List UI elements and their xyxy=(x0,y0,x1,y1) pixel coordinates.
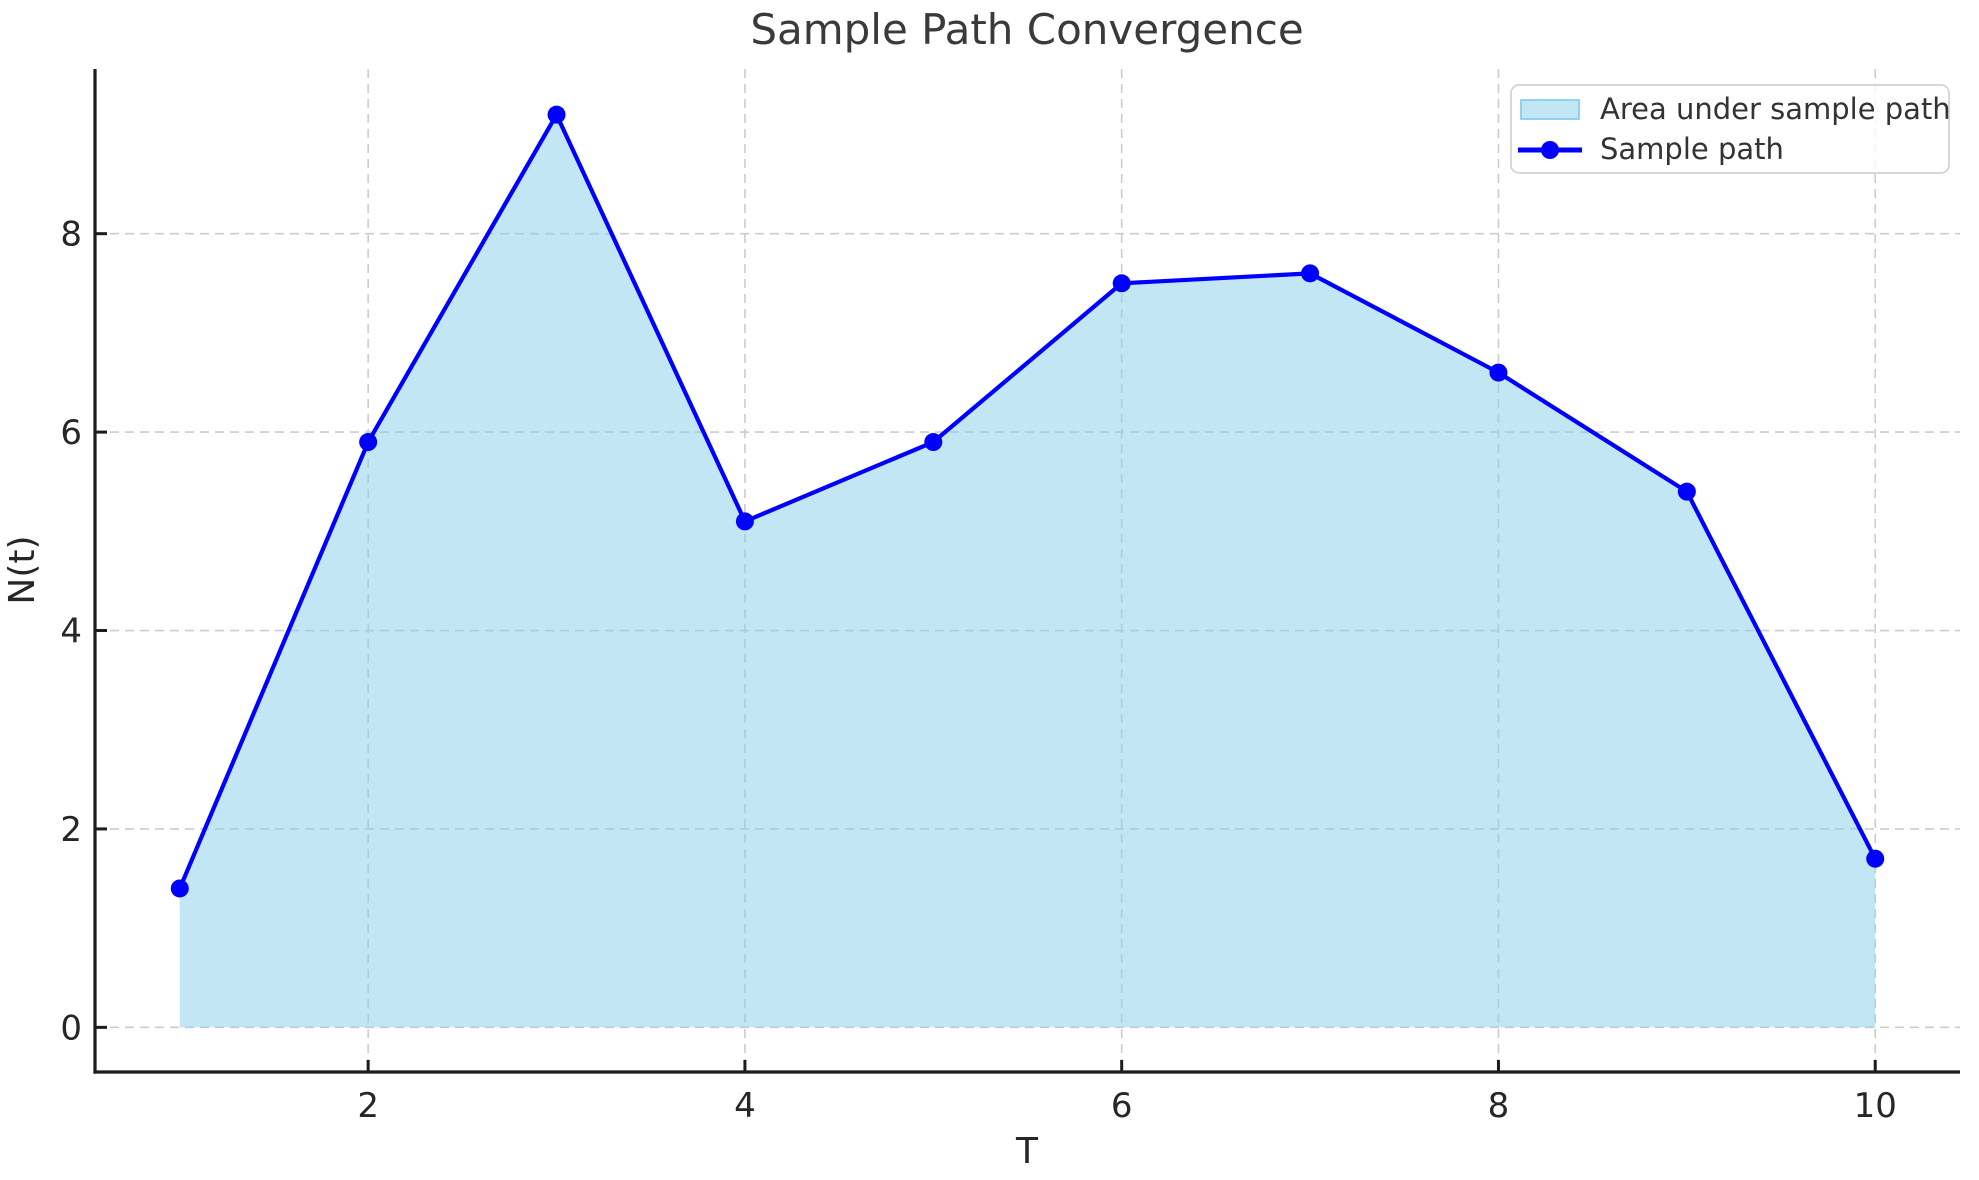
x-tick-label: 8 xyxy=(1488,1086,1510,1126)
data-point-marker xyxy=(1866,849,1885,868)
y-tick-label: 4 xyxy=(60,612,82,652)
legend-frame xyxy=(1510,84,1950,174)
y-axis-label: N(t) xyxy=(2,535,43,604)
legend-area-swatch-icon xyxy=(1520,99,1580,120)
x-tick-label: 2 xyxy=(357,1086,379,1126)
data-point-marker xyxy=(1301,264,1320,283)
x-tick-label: 10 xyxy=(1854,1086,1897,1126)
x-tick-label: 6 xyxy=(1111,1086,1133,1126)
tick-labels: 2 4 6 8 10 0 2 4 6 8 xyxy=(60,215,1897,1126)
tick-marks xyxy=(95,232,1877,1072)
area-fill-group xyxy=(179,114,1876,1028)
y-tick-label: 6 xyxy=(60,413,82,453)
data-point-marker xyxy=(1112,274,1131,293)
axes-spines xyxy=(93,69,1960,1074)
data-point-marker xyxy=(1489,363,1508,382)
y-tick-label: 2 xyxy=(60,810,82,850)
chart-title: Sample Path Convergence xyxy=(750,5,1303,54)
data-point-marker xyxy=(359,433,378,452)
legend-marker-icon xyxy=(1541,141,1559,159)
data-point-marker xyxy=(735,512,754,531)
data-point-marker xyxy=(924,433,943,452)
data-point-marker xyxy=(547,105,566,124)
y-tick-label: 8 xyxy=(60,215,82,255)
x-axis-label: T xyxy=(1015,1131,1039,1172)
sample-path-line xyxy=(177,112,1878,891)
y-tick-label: 0 xyxy=(60,1008,82,1048)
data-point-marker xyxy=(1677,482,1696,501)
legend: Area under sample path Sample path xyxy=(1510,84,1951,174)
area-fill xyxy=(179,114,1876,1028)
legend-area-label: Area under sample path xyxy=(1600,92,1951,126)
legend-line-label: Sample path xyxy=(1600,132,1784,166)
series-group xyxy=(170,105,1885,898)
x-tick-label: 4 xyxy=(734,1086,756,1126)
data-point-marker xyxy=(170,879,189,898)
